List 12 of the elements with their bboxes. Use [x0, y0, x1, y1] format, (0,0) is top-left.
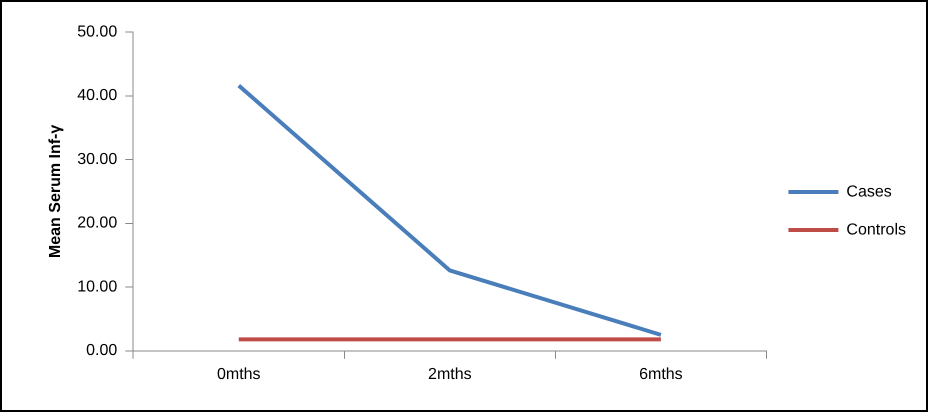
- legend-label: Cases: [846, 183, 892, 200]
- y-tick-label: 0.00: [86, 342, 118, 360]
- y-tick-label: 30.00: [77, 150, 118, 168]
- x-tick-label: 6mths: [639, 366, 683, 383]
- y-tick-label: 10.00: [77, 278, 118, 296]
- legend-label: Controls: [846, 221, 906, 238]
- y-axis-title: Mean Serum Inf-γ: [47, 124, 64, 258]
- x-tick-label: 0mths: [216, 366, 261, 383]
- y-tick-label: 40.00: [77, 87, 118, 104]
- y-tick-label: 20.00: [77, 214, 118, 232]
- y-tick-label: 50.00: [77, 23, 118, 40]
- x-tick-label: 2mths: [428, 366, 472, 383]
